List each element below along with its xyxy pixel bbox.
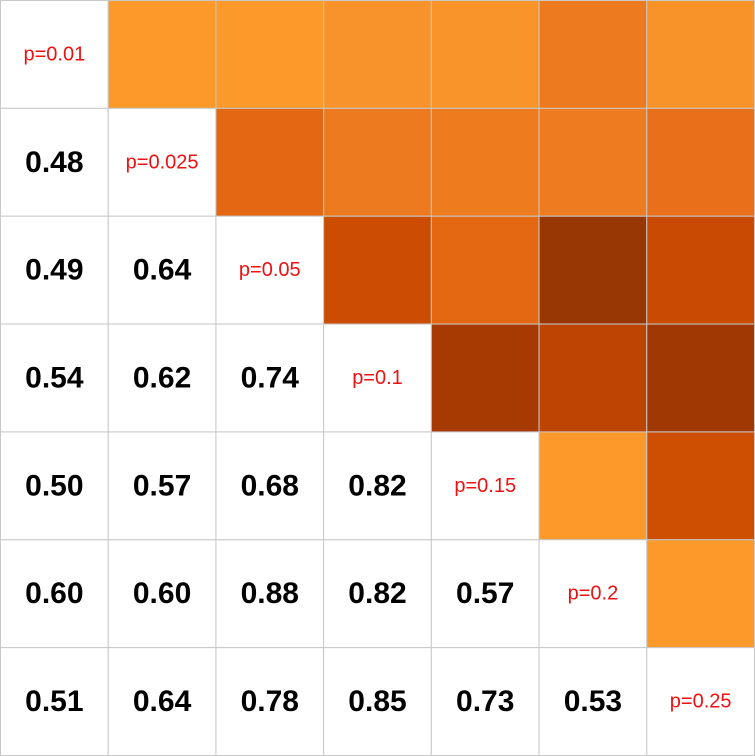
value-cell-r6-c0 (0, 647, 109, 756)
heat-cell-r1-c2 (215, 107, 325, 217)
value-cell-r4-c2 (215, 431, 325, 541)
value-cell-r2-c1 (107, 215, 217, 325)
value-label-r2-c1: 0.64 (133, 254, 192, 287)
value-cell-r6-c3 (323, 647, 432, 756)
value-label-r1-c0: 0.48 (25, 146, 83, 179)
value-cell-r4-c1 (107, 431, 217, 541)
heat-cell-r5-c6 (646, 539, 755, 649)
diagonal-cell-4 (430, 431, 540, 541)
value-cell-r2-c0 (0, 215, 109, 325)
heat-cell-r0-c4 (430, 0, 540, 109)
value-label-r5-c3: 0.82 (348, 577, 406, 610)
value-label-r4-c0: 0.50 (25, 469, 83, 502)
value-label-r5-c4: 0.57 (456, 577, 514, 610)
value-label-r3-c2: 0.74 (241, 362, 300, 395)
heat-cell-r3-c5 (538, 323, 648, 433)
diagonal-cell-5 (538, 539, 648, 649)
heat-cell-r2-c5 (538, 215, 648, 325)
diagonal-label-4: p=0.15 (454, 475, 516, 497)
heat-cell-r1-c3 (323, 107, 432, 217)
diagonal-label-5: p=0.2 (568, 583, 619, 605)
value-cell-r5-c1 (107, 539, 217, 649)
heat-cell-r1-c5 (538, 107, 648, 217)
value-cell-r3-c1 (107, 323, 217, 433)
value-label-r6-c0: 0.51 (25, 685, 83, 718)
diagonal-label-1: p=0.025 (126, 151, 199, 173)
heat-cell-r2-c3 (323, 215, 432, 325)
value-cell-r5-c2 (215, 539, 325, 649)
diagonal-label-2: p=0.05 (239, 259, 301, 281)
value-label-r5-c2: 0.88 (241, 577, 299, 610)
heat-cell-r4-c6 (646, 431, 755, 541)
diagonal-cell-2 (215, 215, 325, 325)
heat-cell-r4-c5 (538, 431, 648, 541)
value-label-r5-c0: 0.60 (25, 577, 83, 610)
heat-cell-r3-c4 (430, 323, 540, 433)
heat-cell-r2-c4 (430, 215, 540, 325)
value-label-r5-c1: 0.60 (133, 577, 191, 610)
value-label-r3-c1: 0.62 (133, 362, 191, 395)
value-cell-r1-c0 (0, 107, 109, 217)
heat-cell-r0-c6 (646, 0, 755, 109)
value-label-r3-c0: 0.54 (25, 362, 84, 395)
value-label-r6-c2: 0.78 (241, 685, 299, 718)
diagonal-cell-6 (646, 647, 755, 756)
value-label-r4-c1: 0.57 (133, 469, 191, 502)
value-label-r4-c3: 0.82 (348, 469, 406, 502)
value-cell-r6-c1 (107, 647, 217, 756)
value-cell-r4-c3 (323, 431, 432, 541)
heat-cell-r2-c6 (646, 215, 755, 325)
diagonal-label-6: p=0.25 (670, 691, 732, 713)
value-label-r6-c4: 0.73 (456, 685, 514, 718)
diagonal-label-0: p=0.01 (23, 43, 85, 65)
heat-cell-r0-c1 (107, 0, 217, 109)
diagonal-label-3: p=0.1 (352, 367, 403, 389)
diagonal-cell-1 (107, 107, 217, 217)
value-label-r4-c2: 0.68 (241, 469, 299, 502)
heat-cell-r3-c6 (646, 323, 755, 433)
diagonal-cell-0 (0, 0, 109, 109)
heat-cell-r0-c3 (323, 0, 432, 109)
value-cell-r5-c3 (323, 539, 432, 649)
value-cell-r6-c5 (538, 647, 648, 756)
heat-cell-r1-c4 (430, 107, 540, 217)
value-label-r6-c1: 0.64 (133, 685, 192, 718)
heat-cell-r0-c2 (215, 0, 325, 109)
heat-cell-r0-c5 (538, 0, 648, 109)
value-label-r2-c0: 0.49 (25, 254, 83, 287)
value-label-r6-c3: 0.85 (348, 685, 406, 718)
diagonal-cell-3 (323, 323, 432, 433)
value-cell-r5-c4 (430, 539, 540, 649)
value-cell-r5-c0 (0, 539, 109, 649)
heat-cell-r1-c6 (646, 107, 755, 217)
value-label-r6-c5: 0.53 (564, 685, 622, 718)
